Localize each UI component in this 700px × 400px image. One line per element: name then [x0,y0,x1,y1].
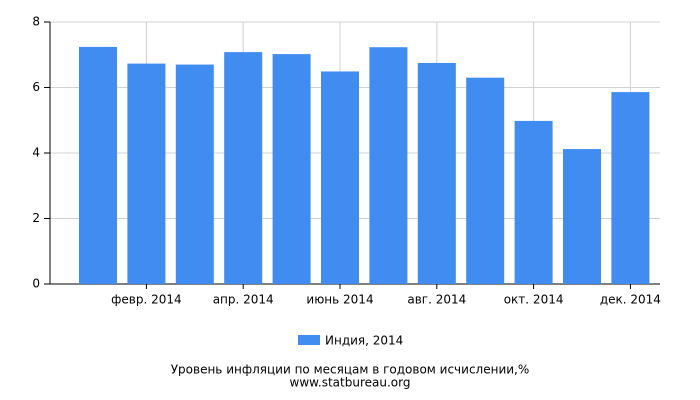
bar [611,92,650,285]
bar [224,52,263,284]
bar [514,120,553,284]
chart-title: Уровень инфляции по месяцам в годовом ис… [171,363,530,377]
legend-swatch [298,335,320,345]
bar [175,64,214,284]
bar [127,63,166,284]
y-tick-label: 6 [32,80,40,94]
y-tick-label: 0 [32,277,40,291]
y-tick-label: 4 [32,146,40,160]
y-tick-label: 2 [32,211,40,225]
x-tick-label: авг. 2014 [407,293,466,307]
x-tick-label: февр. 2014 [111,293,182,307]
x-tick-label: июнь 2014 [306,293,373,307]
source: www.statbureau.org [290,376,411,390]
bar [417,62,456,284]
y-tick-label: 8 [32,15,40,29]
bar [272,54,311,284]
bar [321,71,359,284]
bar [79,46,117,284]
bar [563,149,601,284]
legend-label: Индия, 2014 [325,334,403,348]
bar [466,77,505,284]
bar [369,47,408,284]
x-tick-label: окт. 2014 [504,293,564,307]
x-tick-label: дек. 2014 [600,293,661,307]
x-tick-label: апр. 2014 [213,293,274,307]
